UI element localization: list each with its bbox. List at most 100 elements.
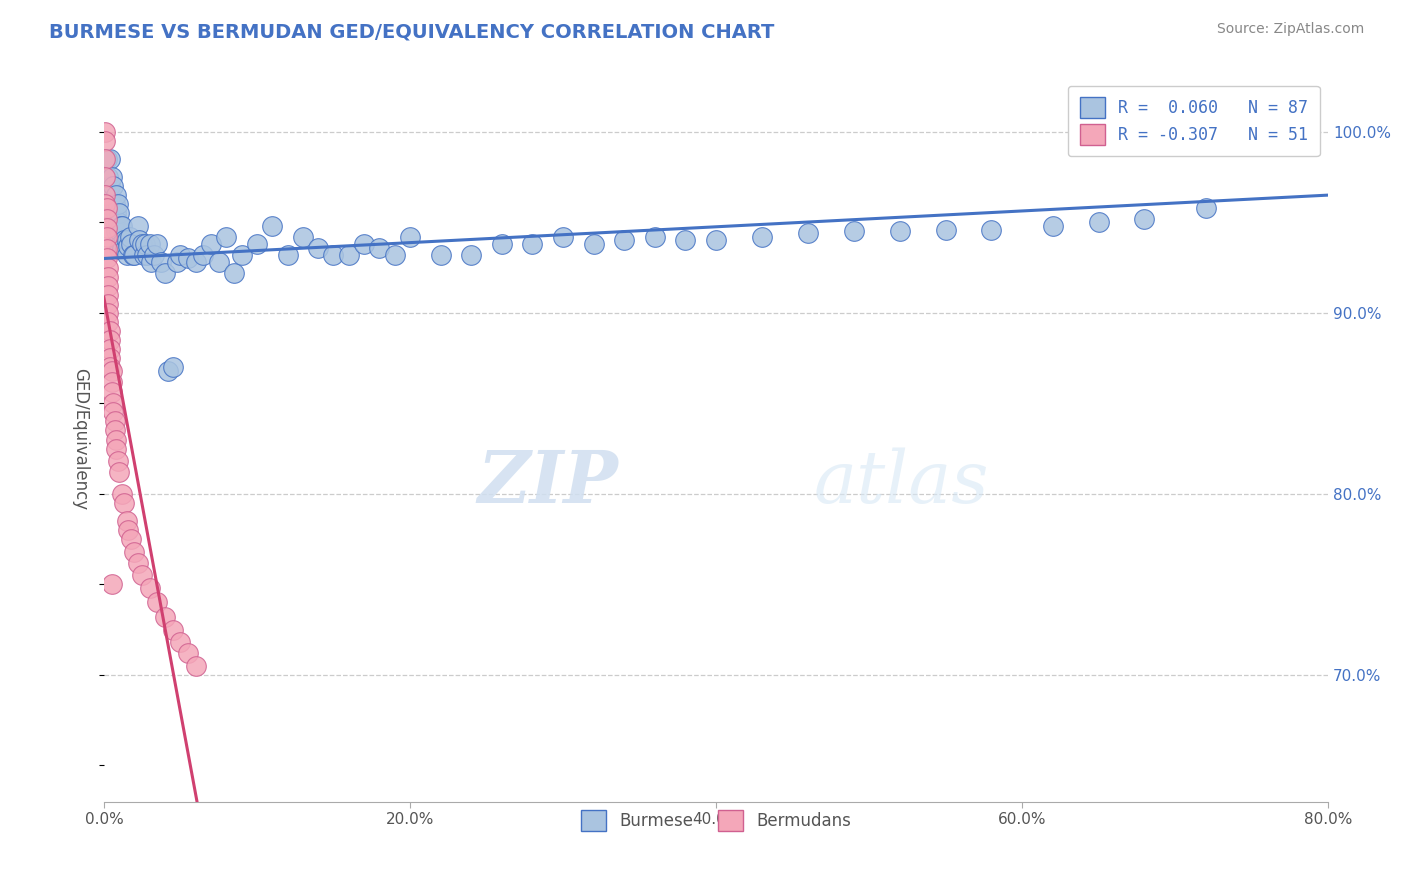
Point	[96, 201, 118, 215]
Point	[384, 248, 406, 262]
Point	[107, 454, 129, 468]
Text: ZIP: ZIP	[477, 448, 619, 518]
Point	[112, 496, 135, 510]
Point	[98, 152, 121, 166]
Point	[98, 351, 121, 365]
Point	[143, 248, 166, 262]
Point	[101, 206, 124, 220]
Point	[215, 229, 238, 244]
Point	[208, 255, 231, 269]
Point	[111, 243, 134, 257]
Point	[644, 229, 666, 244]
Point	[100, 385, 122, 400]
Point	[262, 219, 284, 233]
Point	[162, 623, 184, 637]
Point	[108, 465, 131, 479]
Point	[141, 255, 163, 269]
Point	[115, 248, 138, 262]
Point	[169, 635, 191, 649]
Point	[110, 237, 132, 252]
Point	[104, 215, 127, 229]
Point	[101, 396, 124, 410]
Point	[94, 134, 117, 148]
Point	[96, 152, 118, 166]
Point	[127, 556, 149, 570]
Point	[94, 179, 117, 194]
Point	[797, 226, 820, 240]
Point	[100, 197, 122, 211]
Point	[120, 237, 142, 252]
Point	[98, 360, 121, 375]
Point	[460, 248, 482, 262]
Point	[111, 487, 134, 501]
Point	[97, 269, 120, 284]
Point	[97, 306, 120, 320]
Point	[104, 197, 127, 211]
Point	[146, 237, 169, 252]
Point	[115, 514, 138, 528]
Point	[128, 233, 150, 247]
Point	[429, 248, 451, 262]
Point	[146, 595, 169, 609]
Point	[127, 219, 149, 233]
Point	[134, 237, 156, 252]
Text: BURMESE VS BERMUDAN GED/EQUIVALENCY CORRELATION CHART: BURMESE VS BERMUDAN GED/EQUIVALENCY CORR…	[49, 22, 775, 41]
Point	[115, 233, 138, 247]
Point	[139, 581, 162, 595]
Point	[751, 229, 773, 244]
Point	[96, 220, 118, 235]
Point	[673, 233, 696, 247]
Point	[100, 577, 122, 591]
Point	[353, 237, 375, 252]
Point	[131, 237, 153, 252]
Point	[132, 248, 155, 262]
Point	[100, 375, 122, 389]
Point	[200, 237, 222, 252]
Point	[704, 233, 727, 247]
Point	[100, 169, 122, 184]
Point	[101, 405, 124, 419]
Point	[96, 243, 118, 257]
Point	[184, 658, 207, 673]
Point	[246, 237, 269, 252]
Point	[231, 248, 253, 262]
Point	[100, 364, 122, 378]
Point	[98, 333, 121, 347]
Point	[322, 248, 344, 262]
Point	[169, 248, 191, 262]
Point	[291, 229, 314, 244]
Point	[582, 237, 605, 252]
Point	[307, 241, 329, 255]
Point	[94, 188, 117, 202]
Point	[276, 248, 298, 262]
Point	[1195, 201, 1218, 215]
Point	[97, 315, 120, 329]
Point	[97, 287, 120, 301]
Point	[105, 188, 128, 202]
Point	[98, 342, 121, 356]
Point	[1133, 211, 1156, 226]
Point	[193, 248, 215, 262]
Point	[399, 229, 422, 244]
Point	[613, 233, 636, 247]
Point	[108, 243, 131, 257]
Point	[551, 229, 574, 244]
Point	[93, 125, 115, 139]
Point	[842, 224, 865, 238]
Point	[101, 179, 124, 194]
Point	[108, 206, 131, 220]
Point	[114, 243, 136, 257]
Point	[522, 237, 544, 252]
Point	[118, 229, 141, 244]
Point	[157, 364, 180, 378]
Point	[98, 179, 121, 194]
Point	[105, 442, 128, 456]
Point	[935, 222, 957, 236]
Point	[491, 237, 513, 252]
Point	[153, 610, 176, 624]
Point	[166, 255, 188, 269]
Point	[177, 646, 200, 660]
Point	[153, 266, 176, 280]
Point	[162, 360, 184, 375]
Point	[1042, 219, 1064, 233]
